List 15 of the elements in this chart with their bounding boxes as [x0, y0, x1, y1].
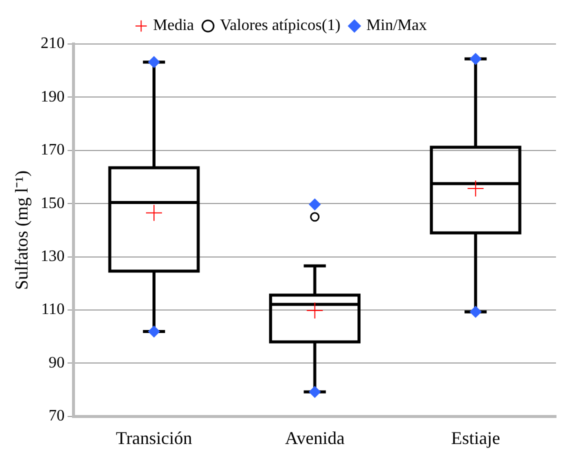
y-tick-label: 210 — [40, 35, 65, 52]
y-tick-label: 90 — [48, 354, 65, 372]
y-tick-label: 130 — [40, 248, 65, 266]
y-tick-label: 150 — [40, 194, 65, 212]
legend-label: Min/Max — [366, 17, 427, 34]
y-tick-label: 110 — [41, 301, 65, 318]
x-tick-label: Avenida — [284, 428, 345, 448]
y-axis-title: Sulfatos (mg l⁻¹) — [12, 170, 32, 290]
y-tick-label: 70 — [48, 408, 65, 425]
y-tick-label: 170 — [40, 142, 65, 159]
legend-label: Media — [153, 17, 194, 34]
x-tick-label: Estiaje — [451, 428, 500, 448]
legend-label: Valores atípicos(1) — [220, 17, 340, 34]
x-tick-label: Transición — [116, 428, 192, 448]
y-tick-label: 190 — [40, 88, 65, 106]
